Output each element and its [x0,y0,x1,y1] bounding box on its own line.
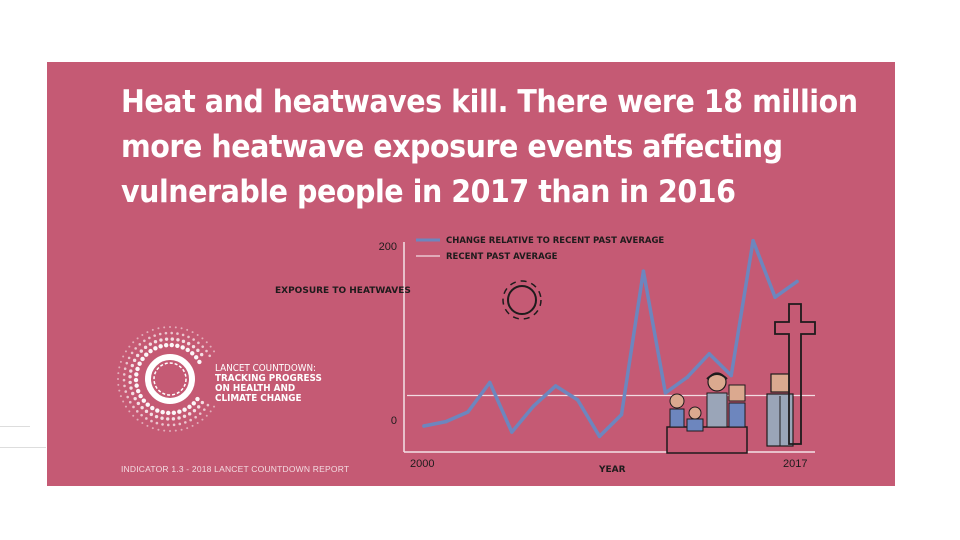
logo-text-line-2: TRACKING PROGRESS [215,373,322,384]
footer-source: INDICATOR 1.3 - 2018 LANCET COUNTDOWN RE… [121,464,350,474]
x-axis-label: YEAR [598,465,626,475]
legend-label-series: CHANGE RELATIVE TO RECENT PAST AVERAGE [446,236,664,246]
series-point-2014 [729,373,733,378]
infographic-panel: Heat and heatwaves kill. There were 18 m… [47,62,895,486]
x-tick-2017: 2017 [783,458,807,470]
logo-text-line-4: CLIMATE CHANGE [215,393,302,404]
series-point-2015 [751,238,755,243]
series-point-2002 [466,410,470,414]
series-points [422,238,799,439]
series-point-2012 [685,375,690,379]
series-point-2008 [597,434,602,439]
legend-label-average: RECENT PAST AVERAGE [446,252,558,262]
series-point-2000 [422,424,426,428]
sun-icon [502,280,542,320]
y-tick-200: 200 [379,241,397,253]
grave-cross-icon [774,303,816,445]
series-point-2010 [641,269,646,273]
series-point-2013 [707,352,711,356]
series-point-2006 [553,384,558,388]
y-tick-0: 0 [391,415,397,427]
headline-line-1: Heat and heatwaves kill. There were 18 m… [121,84,858,120]
headline: Heat and heatwaves kill. There were 18 m… [121,80,858,215]
series-point-2017 [795,279,799,284]
series-point-2004 [510,430,514,434]
series-point-2005 [531,404,536,408]
family-icon [666,372,748,454]
y-axis-label: EXPOSURE TO HEATWAVES [275,286,411,296]
headline-line-3: vulnerable people in 2017 than in 2016 [121,174,736,210]
logo-text-line-3: ON HEALTH AND [215,383,296,394]
series-point-2011 [663,391,668,395]
series-point-2003 [488,380,492,385]
heatwave-line-chart: EXPOSURE TO HEATWAVES YEAR 200 0 2000 20… [275,236,816,475]
left-edge-line [0,426,30,427]
left-edge-line-2 [0,447,46,448]
series-point-2001 [444,419,448,424]
series-point-2007 [575,398,580,402]
headline-line-2: more heatwave exposure events affecting [121,129,783,165]
series-line [422,238,799,439]
x-tick-2000: 2000 [410,458,434,470]
lancet-countdown-logo-icon [117,326,216,432]
series-point-2016 [773,295,777,299]
series-point-2009 [619,412,624,417]
logo-text-line-1: LANCET COUNTDOWN: [215,363,317,374]
logo-text: LANCET COUNTDOWN: TRACKING PROGRESS ON H… [215,364,322,404]
